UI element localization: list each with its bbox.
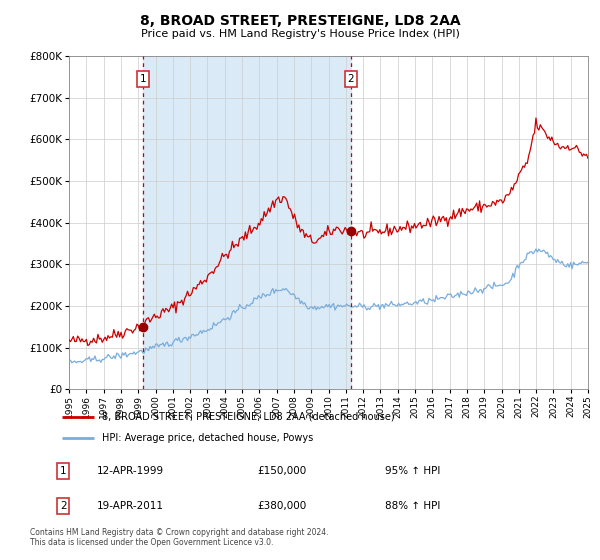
Text: Price paid vs. HM Land Registry's House Price Index (HPI): Price paid vs. HM Land Registry's House … bbox=[140, 29, 460, 39]
Text: Contains HM Land Registry data © Crown copyright and database right 2024.: Contains HM Land Registry data © Crown c… bbox=[30, 528, 329, 536]
Bar bbox=[143, 56, 351, 389]
Text: £380,000: £380,000 bbox=[257, 501, 306, 511]
Text: 1: 1 bbox=[60, 466, 67, 476]
Text: 19-APR-2011: 19-APR-2011 bbox=[97, 501, 164, 511]
Text: 2: 2 bbox=[60, 501, 67, 511]
Text: HPI: Average price, detached house, Powys: HPI: Average price, detached house, Powy… bbox=[102, 433, 313, 444]
Text: 12-APR-1999: 12-APR-1999 bbox=[97, 466, 164, 476]
Text: 88% ↑ HPI: 88% ↑ HPI bbox=[385, 501, 440, 511]
Text: 8, BROAD STREET, PRESTEIGNE, LD8 2AA (detached house): 8, BROAD STREET, PRESTEIGNE, LD8 2AA (de… bbox=[102, 412, 395, 422]
Text: 2: 2 bbox=[347, 74, 354, 84]
Text: 1: 1 bbox=[140, 74, 146, 84]
Text: 8, BROAD STREET, PRESTEIGNE, LD8 2AA: 8, BROAD STREET, PRESTEIGNE, LD8 2AA bbox=[140, 14, 460, 28]
Text: 95% ↑ HPI: 95% ↑ HPI bbox=[385, 466, 440, 476]
Text: This data is licensed under the Open Government Licence v3.0.: This data is licensed under the Open Gov… bbox=[30, 538, 274, 547]
Text: £150,000: £150,000 bbox=[257, 466, 306, 476]
